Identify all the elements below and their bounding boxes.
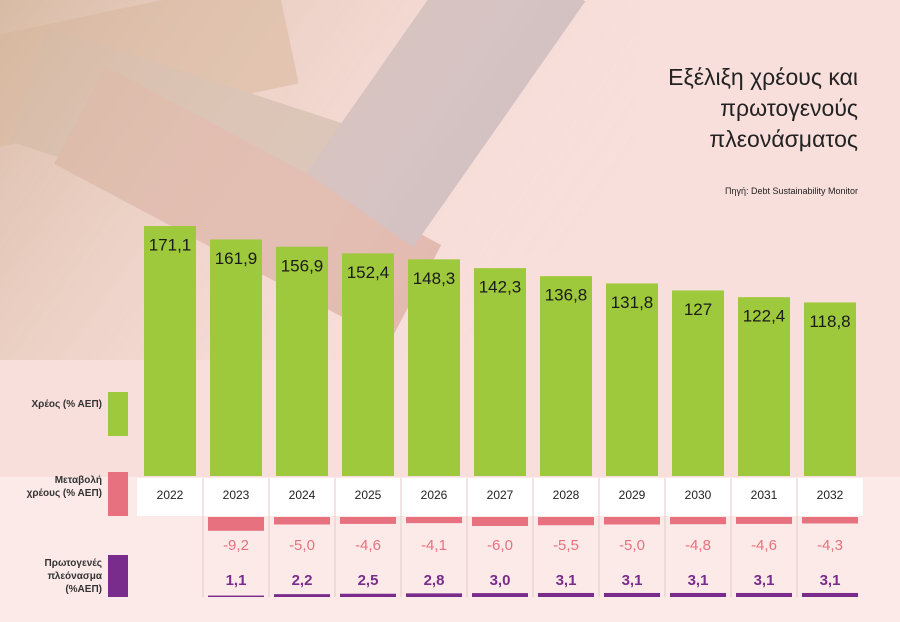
x-tick-label: 2024 (289, 488, 316, 502)
value-label: 161,9 (215, 249, 258, 268)
value-label: 3,1 (820, 572, 841, 589)
change-bar (670, 517, 726, 525)
x-tick-label: 2029 (619, 488, 646, 502)
legend-label: Χρέος (% ΑΕΠ) (31, 399, 102, 410)
change-bar (274, 517, 330, 525)
x-tick-label: 2032 (817, 488, 844, 502)
value-label: 131,8 (611, 293, 654, 312)
value-label: 2,2 (292, 572, 313, 589)
value-label: -5,5 (553, 537, 579, 554)
value-label: -4,1 (421, 537, 447, 554)
value-label: 118,8 (809, 312, 850, 331)
value-label: -5,0 (289, 537, 315, 554)
value-label: 171,1 (149, 236, 192, 255)
legend-swatch (108, 472, 128, 516)
x-tick-label: 2027 (487, 488, 514, 502)
bar (408, 259, 460, 476)
change-bar (406, 517, 462, 524)
change-bar (208, 517, 264, 531)
bar (210, 239, 262, 476)
bar (474, 268, 526, 476)
surplus-bar (472, 593, 528, 597)
surplus-bar (802, 592, 858, 597)
surplus-bar (274, 594, 330, 597)
value-label: -4,6 (355, 537, 381, 554)
x-tick-label: 2026 (421, 488, 448, 502)
change-bar (538, 517, 594, 526)
surplus-bar (340, 593, 396, 597)
bar (342, 253, 394, 476)
value-label: 136,8 (545, 286, 588, 305)
legend-label: Μεταβολή χρέους (% ΑΕΠ) (26, 475, 102, 499)
value-label: -4,6 (751, 537, 777, 554)
change-bar (736, 517, 792, 524)
value-label: 142,3 (479, 278, 522, 297)
value-label: 3,0 (490, 572, 511, 589)
value-label: 2,5 (358, 572, 379, 589)
bar (606, 283, 658, 476)
value-label: 148,3 (413, 269, 456, 288)
legend-swatch (108, 392, 128, 436)
change-bar (802, 517, 858, 524)
change-bar (604, 517, 660, 525)
bar (144, 226, 196, 476)
value-label: 127 (684, 300, 712, 319)
value-label: 3,1 (556, 572, 577, 589)
surplus-bar (670, 592, 726, 597)
value-label: -4,3 (817, 537, 843, 554)
value-label: 122,4 (743, 307, 786, 326)
value-label: -6,0 (487, 537, 513, 554)
surplus-bar (538, 592, 594, 597)
value-label: 1,1 (226, 572, 247, 589)
x-tick-label: 2030 (685, 488, 712, 502)
value-label: 152,4 (347, 263, 390, 282)
value-label: 3,1 (688, 572, 709, 589)
bar (540, 276, 592, 476)
value-label: -5,0 (619, 537, 645, 554)
value-label: 3,1 (754, 572, 775, 589)
value-label: 2,8 (424, 572, 445, 589)
legend-swatch (108, 555, 128, 597)
surplus-bar (208, 595, 264, 597)
year-row (137, 478, 863, 516)
bar (804, 302, 856, 476)
bar (672, 290, 724, 476)
value-label: -9,2 (223, 537, 249, 554)
x-tick-label: 2028 (553, 488, 580, 502)
surplus-bar (604, 592, 660, 597)
change-bar (340, 517, 396, 524)
source: Πηγή: Debt Sustainability Monitor (724, 186, 858, 196)
bar (276, 246, 328, 476)
legend-label: Πρωτογενές πλεόνασμα (%ΑΕΠ) (44, 558, 102, 595)
chart-title: Εξέλιξη χρέους και πρωτογενούς πλεονάσμα… (668, 64, 858, 152)
x-tick-label: 2031 (751, 488, 778, 502)
surplus-bar (406, 593, 462, 597)
surplus-bar (736, 592, 792, 597)
banknotes-decor (0, 0, 640, 360)
bar (738, 297, 790, 476)
change-bar (472, 517, 528, 526)
value-label: -4,8 (685, 537, 711, 554)
value-label: 156,9 (281, 256, 324, 275)
x-tick-label: 2025 (355, 488, 382, 502)
x-tick-label: 2023 (223, 488, 250, 502)
value-label: 3,1 (622, 572, 643, 589)
x-tick-label: 2022 (157, 488, 184, 502)
